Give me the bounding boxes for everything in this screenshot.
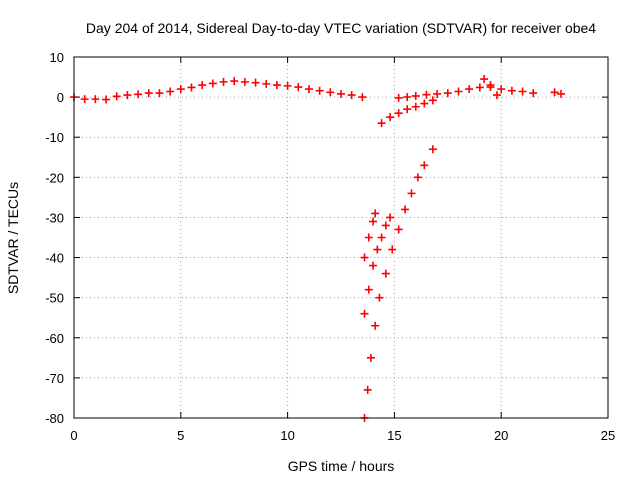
data-point xyxy=(176,85,185,94)
data-point xyxy=(198,81,207,90)
data-point xyxy=(371,321,380,330)
data-point xyxy=(377,119,386,128)
data-point xyxy=(262,79,271,88)
x-tick-label: 5 xyxy=(177,428,184,443)
x-tick-label: 0 xyxy=(70,428,77,443)
data-point xyxy=(420,161,429,170)
data-point xyxy=(294,83,303,92)
data-point xyxy=(475,83,484,92)
data-point xyxy=(364,285,373,294)
axis-ticks: 0 5 10 15 20 25 -80 -70 -60 -50 -40 -30 -20 -10 0 10 xyxy=(45,50,615,443)
data-point xyxy=(80,95,89,104)
data-point xyxy=(326,88,335,97)
data-point xyxy=(337,89,345,98)
y-tick-label: -80 xyxy=(45,411,64,426)
data-point xyxy=(465,85,474,94)
y-axis-label: SDTVAR / TECUs xyxy=(5,182,21,294)
y-tick-label: -40 xyxy=(45,251,64,266)
y-tick-label: -30 xyxy=(45,210,64,225)
data-point xyxy=(123,91,132,100)
data-point xyxy=(443,89,452,98)
data-point xyxy=(394,109,403,118)
y-tick-label: 0 xyxy=(57,90,64,105)
x-tick-label: 10 xyxy=(280,428,294,443)
data-point xyxy=(497,85,506,94)
data-point xyxy=(480,75,489,84)
data-point xyxy=(381,221,390,230)
data-point xyxy=(407,189,416,198)
data-point xyxy=(230,77,239,86)
data-point xyxy=(91,95,100,104)
data-point xyxy=(411,91,420,100)
data-point xyxy=(518,87,527,96)
x-tick-label: 25 xyxy=(601,428,615,443)
data-point xyxy=(144,89,153,98)
y-tick-label: -20 xyxy=(45,170,64,185)
chart-title: Day 204 of 2014, Sidereal Day-to-day VTE… xyxy=(86,20,596,36)
data-point xyxy=(240,77,249,86)
data-point xyxy=(550,88,559,97)
data-points xyxy=(70,75,566,422)
data-point xyxy=(529,89,538,98)
data-point xyxy=(428,96,437,105)
data-point xyxy=(134,90,143,99)
x-tick-label: 15 xyxy=(387,428,401,443)
data-point xyxy=(166,87,175,96)
data-point xyxy=(388,245,397,254)
data-point xyxy=(283,81,292,90)
data-point xyxy=(360,309,369,318)
data-point xyxy=(413,173,422,182)
data-point xyxy=(208,79,217,88)
data-point xyxy=(187,83,196,92)
data-point xyxy=(369,217,378,226)
data-point xyxy=(112,92,121,101)
data-point xyxy=(422,90,431,99)
data-point xyxy=(386,213,395,222)
data-point xyxy=(272,81,281,90)
data-point xyxy=(363,385,372,394)
data-point xyxy=(411,102,420,111)
data-point xyxy=(507,86,516,95)
data-point xyxy=(347,91,356,100)
data-point xyxy=(371,209,380,218)
data-point xyxy=(381,269,390,278)
x-axis-label: GPS time / hours xyxy=(288,458,395,474)
data-point xyxy=(366,353,375,362)
y-tick-label: -70 xyxy=(45,371,64,386)
data-point xyxy=(386,113,395,122)
data-point xyxy=(401,205,410,214)
data-point xyxy=(420,99,429,108)
plot-frame xyxy=(73,56,609,419)
y-tick-label: -60 xyxy=(45,331,64,346)
data-point xyxy=(433,89,442,98)
data-point xyxy=(394,93,403,102)
data-point xyxy=(360,253,369,262)
data-point xyxy=(403,105,412,114)
y-tick-label: -10 xyxy=(45,130,64,145)
x-tick-label: 20 xyxy=(494,428,508,443)
data-point xyxy=(492,91,501,100)
data-point xyxy=(454,87,463,96)
data-point xyxy=(358,93,367,102)
data-point xyxy=(304,85,313,94)
data-point xyxy=(375,293,384,302)
data-point xyxy=(373,245,382,254)
data-point xyxy=(102,95,111,104)
data-point xyxy=(364,233,373,242)
grid-lines xyxy=(74,57,608,418)
data-point xyxy=(219,77,228,86)
y-tick-label: -50 xyxy=(45,291,64,306)
data-point xyxy=(394,225,403,234)
data-point xyxy=(369,261,378,270)
data-point xyxy=(377,233,386,242)
data-point xyxy=(557,89,566,98)
data-point xyxy=(315,86,324,95)
y-tick-label: 10 xyxy=(50,50,64,65)
data-point xyxy=(486,81,495,90)
data-point xyxy=(428,145,437,154)
data-point xyxy=(155,89,164,98)
data-point xyxy=(403,93,412,102)
data-point xyxy=(251,78,260,87)
